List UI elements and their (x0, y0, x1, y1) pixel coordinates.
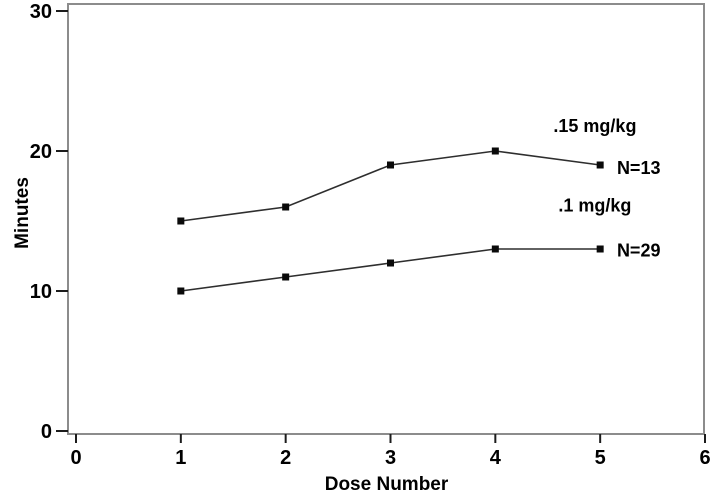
data-point-marker (387, 161, 394, 169)
data-point-marker (177, 287, 185, 295)
x-tick-label: 3 (385, 447, 396, 469)
data-point-marker (282, 273, 290, 281)
y-axis-title: Minutes (12, 177, 33, 249)
x-tick-label: 6 (699, 447, 710, 469)
y-tick-label: 20 (30, 141, 52, 163)
series-line-1 (180, 248, 601, 292)
data-point-marker (491, 245, 499, 253)
data-point-marker (596, 245, 604, 253)
series-n-label: N=13 (617, 158, 661, 178)
x-tick-label: 1 (175, 447, 186, 469)
data-point-marker (387, 259, 394, 267)
x-tick-label: 0 (70, 447, 81, 469)
series-n-label: N=29 (617, 240, 661, 260)
x-axis-title: Dose Number (324, 474, 449, 495)
x-tick-label: 5 (595, 447, 606, 469)
x-tick-label: 2 (280, 447, 291, 469)
y-tick-label: 30 (30, 1, 52, 23)
series-label: .15 mg/kg (553, 116, 636, 136)
y-tick-label: 0 (41, 421, 52, 443)
series-label: .1 mg/kg (558, 196, 631, 216)
plot-frame (67, 3, 705, 435)
data-point-marker (596, 161, 604, 169)
data-point-marker (177, 217, 185, 225)
x-tick-label: 4 (490, 447, 502, 469)
data-point-marker (491, 147, 499, 155)
data-point-marker (282, 203, 290, 211)
y-tick-label: 10 (30, 281, 52, 303)
